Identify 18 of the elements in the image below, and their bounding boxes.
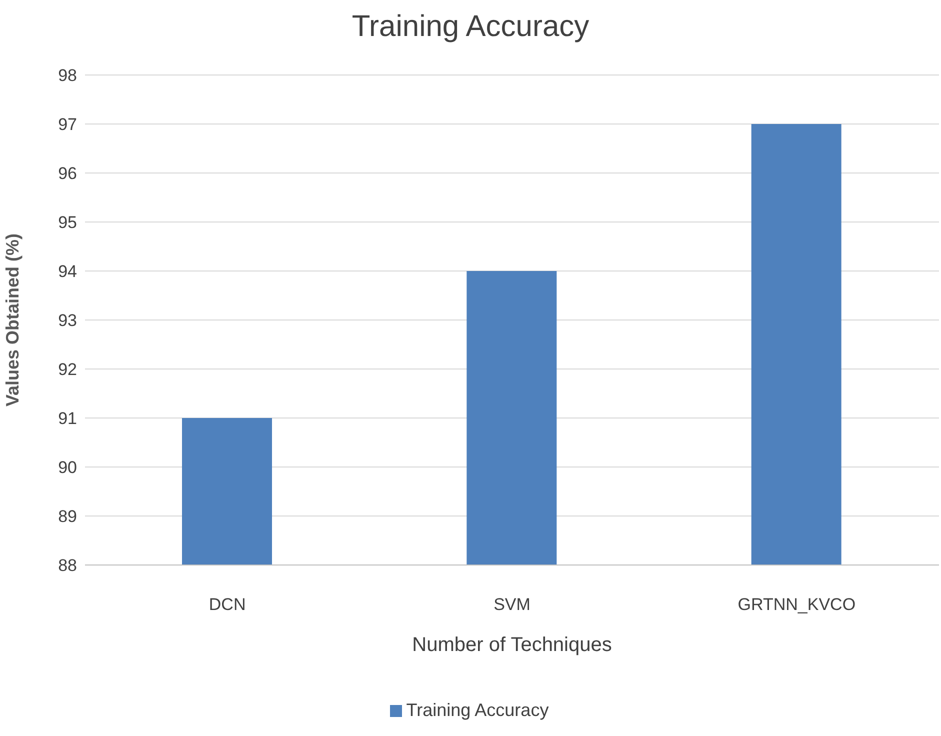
y-tick-label: 88 <box>58 556 77 576</box>
y-tick-label: 91 <box>58 409 77 428</box>
legend-label: Training Accuracy <box>406 700 549 720</box>
y-tick-label: 90 <box>58 458 77 478</box>
x-tick-label: GRTNN_KVCO <box>738 595 856 614</box>
chart-title: Training Accuracy <box>350 10 590 44</box>
x-tick-label: DCN <box>208 595 246 614</box>
y-tick-label: 97 <box>58 115 77 134</box>
y-tick-label: 89 <box>58 507 77 526</box>
y-tick-label: 98 <box>58 66 77 86</box>
y-tick-label: 96 <box>58 164 77 184</box>
x-tick-label: SVM <box>494 595 530 614</box>
y-tick-label: 95 <box>58 213 77 232</box>
y-axis-title: Values Obtained (%) <box>2 233 22 407</box>
y-tick-label: 93 <box>58 311 77 330</box>
x-axis-title: Number of Techniques <box>412 634 612 656</box>
y-tick-label: 94 <box>58 262 77 282</box>
y-tick-label: 92 <box>58 360 77 380</box>
